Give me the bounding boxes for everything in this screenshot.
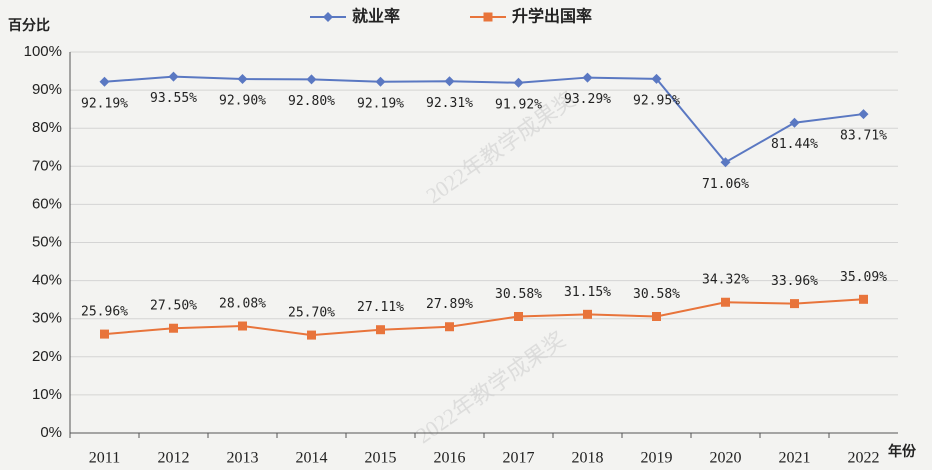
marker <box>99 76 110 87</box>
data-label: 35.09% <box>840 270 887 285</box>
marker <box>444 76 455 87</box>
data-label: 27.11% <box>357 300 404 315</box>
y-tick-label: 90% <box>32 81 62 98</box>
x-axis-label: 年份 <box>888 443 917 460</box>
marker <box>859 294 868 304</box>
data-label: 92.80% <box>288 94 335 109</box>
x-tick-label: 2015 <box>365 450 397 467</box>
y-tick-label: 0% <box>40 424 62 441</box>
legend-label: 就业率 <box>352 7 400 26</box>
series-line <box>104 298 864 337</box>
y-tick-label: 60% <box>32 195 62 212</box>
data-label: 34.32% <box>702 273 749 288</box>
data-label: 92.19% <box>81 96 128 111</box>
legend-marker <box>323 12 333 22</box>
data-label: 91.92% <box>495 97 542 112</box>
x-tick-label: 2013 <box>227 450 259 467</box>
marker <box>169 323 178 333</box>
x-tick-label: 2017 <box>503 450 535 467</box>
data-label: 30.58% <box>633 287 680 302</box>
marker <box>168 71 179 82</box>
x-tick-label: 2022 <box>848 450 880 467</box>
marker <box>306 74 317 85</box>
legend-label: 升学出国率 <box>512 7 592 26</box>
data-label: 92.19% <box>357 96 404 111</box>
marker <box>721 297 730 307</box>
data-label: 25.70% <box>288 306 335 321</box>
y-tick-label: 20% <box>32 348 62 365</box>
data-label: 28.08% <box>219 297 266 312</box>
data-label: 33.96% <box>771 274 818 289</box>
data-label: 92.31% <box>426 96 473 111</box>
marker <box>445 322 454 332</box>
data-label: 83.71% <box>840 129 887 144</box>
marker <box>858 109 869 120</box>
marker <box>513 77 524 88</box>
data-label: 27.89% <box>426 297 473 312</box>
data-label: 92.90% <box>219 94 266 109</box>
y-tick-label: 70% <box>32 157 62 174</box>
data-label: 81.44% <box>771 137 818 152</box>
x-tick-label: 2012 <box>158 450 190 467</box>
marker <box>582 72 593 83</box>
series-line <box>104 75 864 164</box>
data-label: 31.15% <box>564 285 611 300</box>
marker <box>376 325 385 335</box>
x-tick-label: 2011 <box>89 450 120 467</box>
marker <box>238 321 247 331</box>
legend-marker <box>483 12 493 22</box>
marker <box>790 299 799 309</box>
marker <box>514 311 523 321</box>
marker <box>583 309 592 319</box>
data-label: 27.50% <box>150 299 197 314</box>
marker <box>720 157 731 168</box>
marker <box>100 329 109 339</box>
x-tick-label: 2016 <box>434 450 466 467</box>
data-label: 71.06% <box>702 177 749 192</box>
marker <box>651 73 662 84</box>
data-label: 92.95% <box>633 93 680 108</box>
data-label: 93.55% <box>150 91 197 106</box>
y-tick-label: 10% <box>32 386 62 403</box>
marker <box>307 330 316 340</box>
marker <box>237 74 248 85</box>
data-label: 93.29% <box>564 92 611 107</box>
data-label: 30.58% <box>495 287 542 302</box>
x-tick-label: 2019 <box>641 450 673 467</box>
y-tick-label: 50% <box>32 233 62 250</box>
y-tick-label: 40% <box>32 272 62 289</box>
x-tick-label: 2018 <box>572 450 604 467</box>
y-tick-label: 80% <box>32 119 62 136</box>
data-label: 25.96% <box>81 305 128 320</box>
x-tick-label: 2021 <box>779 450 811 467</box>
x-tick-label: 2020 <box>710 450 742 467</box>
y-axis-label: 百分比 <box>8 17 50 34</box>
marker <box>652 311 661 321</box>
x-tick-label: 2014 <box>296 450 328 467</box>
y-tick-label: 30% <box>32 310 62 327</box>
marker <box>375 76 386 87</box>
marker <box>789 117 800 128</box>
y-tick-label: 100% <box>24 43 62 60</box>
